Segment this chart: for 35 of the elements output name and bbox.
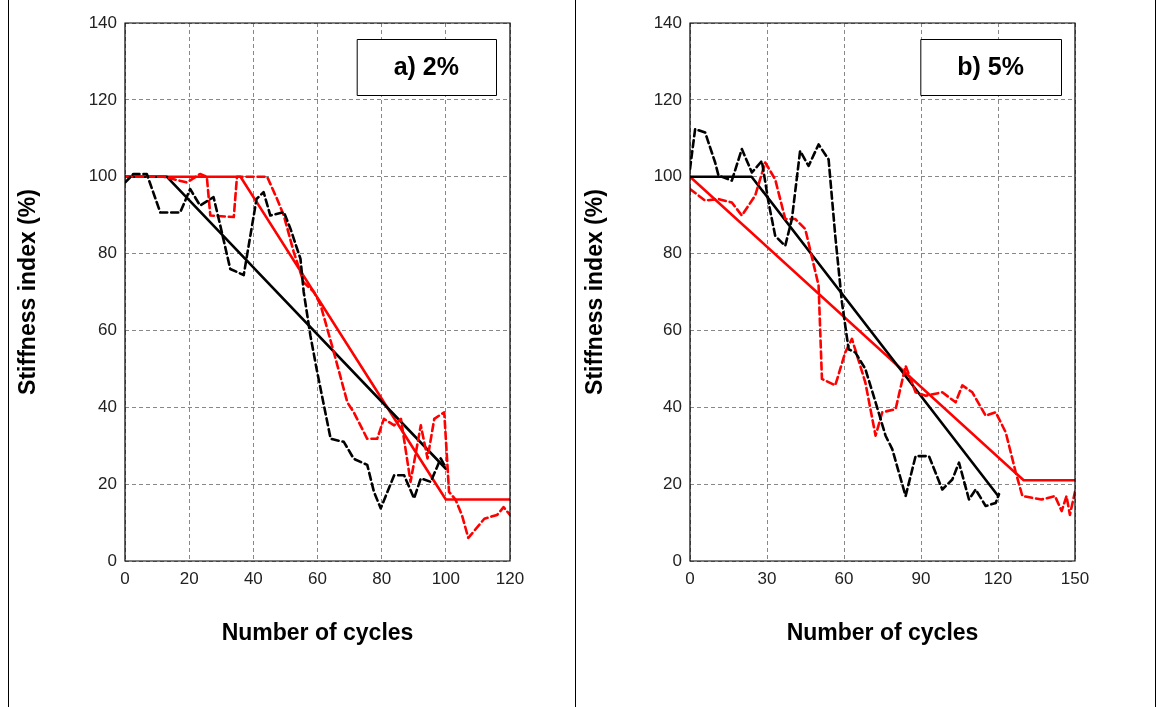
y-tick-label: 20 [663, 473, 682, 493]
y-tick-label: 140 [88, 12, 117, 32]
x-tick-label: 0 [685, 568, 695, 588]
y-tick-label: 140 [653, 12, 682, 32]
y-tick-label: 80 [663, 243, 682, 263]
y-tick-label: 40 [98, 396, 117, 416]
y-tick-label: 100 [653, 166, 682, 186]
y-tick-label: 60 [663, 320, 682, 340]
x-tick-label: 30 [757, 568, 777, 588]
y-tick-label: 80 [98, 243, 117, 263]
text: a) 2% [393, 51, 459, 80]
x-axis-title: Number of cycles [221, 618, 414, 645]
y-tick-label: 40 [663, 396, 682, 416]
text: b) 5% [957, 51, 1025, 80]
x-tick-label: 90 [911, 568, 931, 588]
x-tick-label: 60 [308, 568, 327, 588]
y-axis-title: Stiffness index (%) [14, 189, 41, 395]
y-tick-label: 0 [107, 550, 117, 570]
y-tick-label: 60 [98, 320, 117, 340]
y-tick-label: 120 [653, 89, 682, 109]
x-tick-label: 100 [431, 568, 461, 588]
y-tick-label: 120 [88, 89, 117, 109]
y-tick-label: 20 [98, 473, 117, 493]
x-tick-label: 40 [243, 568, 263, 588]
x-tick-label: 120 [983, 568, 1013, 588]
x-tick-label: 150 [1060, 568, 1090, 588]
y-tick-label: 0 [672, 550, 682, 570]
x-tick-label: 0 [120, 568, 130, 588]
x-axis-title: Number of cycles [786, 618, 979, 645]
x-tick-label: 20 [179, 568, 199, 588]
y-tick-label: 100 [88, 166, 117, 186]
x-tick-label: 120 [495, 568, 525, 588]
x-tick-label: 60 [834, 568, 854, 588]
x-tick-label: 80 [372, 568, 392, 588]
y-axis-title: Stiffness index (%) [581, 189, 608, 395]
